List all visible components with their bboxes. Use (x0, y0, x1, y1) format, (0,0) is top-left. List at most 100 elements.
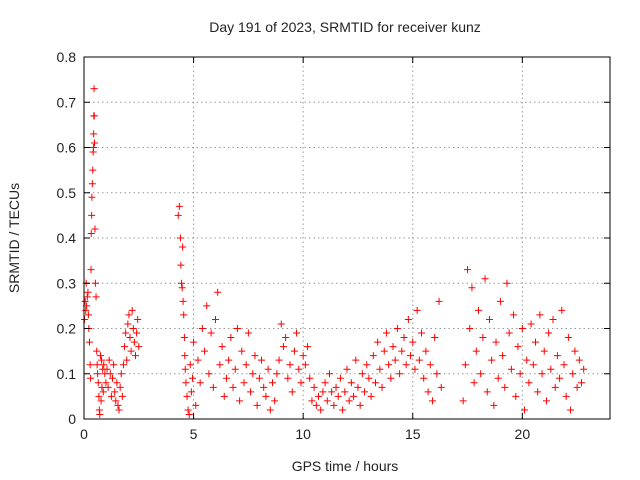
data-point (90, 112, 98, 120)
y-tick-label: 0.4 (57, 230, 77, 246)
data-point (222, 374, 230, 382)
data-point (258, 356, 266, 364)
data-point (174, 211, 182, 219)
x-tick-label: 0 (80, 426, 88, 442)
data-point (343, 365, 351, 373)
data-point (494, 374, 502, 382)
data-point (97, 397, 105, 405)
data-point (523, 356, 531, 364)
data-point (485, 315, 493, 323)
data-point (135, 343, 143, 351)
data-point (134, 315, 142, 323)
data-point (553, 352, 561, 360)
data-point (308, 397, 316, 405)
data-point (207, 329, 215, 337)
data-point (87, 266, 95, 274)
data-point (229, 383, 237, 391)
data-point (198, 325, 206, 332)
x-tick-label: 20 (515, 426, 531, 442)
data-point (107, 392, 115, 400)
chart-title: Day 191 of 2023, SRMTID for receiver kun… (209, 19, 481, 35)
data-point (339, 406, 347, 414)
data-point (310, 383, 318, 391)
data-point (575, 356, 583, 364)
data-point (350, 392, 358, 400)
data-point (293, 329, 301, 337)
data-point (102, 379, 110, 387)
data-point (183, 392, 191, 400)
data-point (580, 365, 588, 373)
data-point (545, 329, 553, 337)
data-point (571, 347, 579, 355)
data-point (103, 365, 111, 373)
data-point (286, 361, 294, 369)
data-point (354, 383, 362, 391)
data-point (279, 343, 287, 351)
data-point (233, 325, 241, 332)
data-point (496, 297, 504, 305)
data-point (89, 166, 97, 174)
data-point (227, 334, 235, 342)
data-points (80, 85, 588, 418)
data-point (306, 374, 314, 382)
data-point (424, 388, 432, 396)
y-axis-label: SRMTID / TECUs (6, 183, 22, 293)
data-point (336, 374, 344, 382)
data-point (179, 243, 187, 251)
data-point (266, 406, 274, 414)
data-point (301, 361, 309, 369)
data-point (84, 288, 92, 296)
data-point (88, 193, 96, 201)
data-point (100, 361, 108, 369)
data-point (185, 410, 193, 418)
data-point (356, 401, 364, 409)
data-point (91, 139, 99, 147)
data-point (422, 347, 430, 355)
data-point (277, 320, 285, 328)
data-point (187, 388, 195, 396)
data-point (475, 306, 482, 314)
data-point (376, 365, 384, 373)
data-point (90, 130, 98, 138)
data-point (514, 343, 522, 351)
data-point (188, 374, 196, 382)
data-point (284, 374, 292, 382)
data-point (411, 365, 419, 373)
data-point (268, 379, 276, 387)
data-point (201, 347, 209, 355)
data-point (110, 361, 118, 369)
x-axis-ticks: 0 5 10 15 20 (80, 57, 530, 442)
data-point (472, 347, 480, 355)
data-point (380, 347, 388, 355)
data-point (205, 370, 213, 378)
data-point (560, 361, 568, 369)
data-point (175, 202, 183, 210)
data-point (488, 356, 496, 364)
data-point (369, 352, 377, 360)
y-tick-label: 0.6 (57, 140, 77, 156)
data-point (479, 334, 487, 342)
data-point (367, 392, 375, 400)
data-point (275, 356, 283, 364)
data-point (111, 388, 119, 396)
data-point (492, 338, 500, 346)
data-point (490, 401, 498, 409)
data-point (371, 379, 379, 387)
data-point (181, 365, 189, 373)
data-point (437, 383, 445, 391)
data-point (402, 361, 410, 369)
data-point (118, 392, 126, 400)
x-axis-label: GPS time / hours (292, 458, 399, 474)
data-point (255, 374, 263, 382)
data-point (196, 379, 204, 387)
data-point (192, 401, 200, 409)
y-tick-label: 0.3 (57, 275, 77, 291)
data-point (95, 392, 103, 400)
data-point (106, 370, 114, 378)
data-point (363, 361, 371, 369)
data-point (315, 392, 323, 400)
data-point (93, 361, 101, 369)
data-point (179, 297, 187, 305)
data-point (253, 401, 261, 409)
data-point (98, 383, 106, 391)
